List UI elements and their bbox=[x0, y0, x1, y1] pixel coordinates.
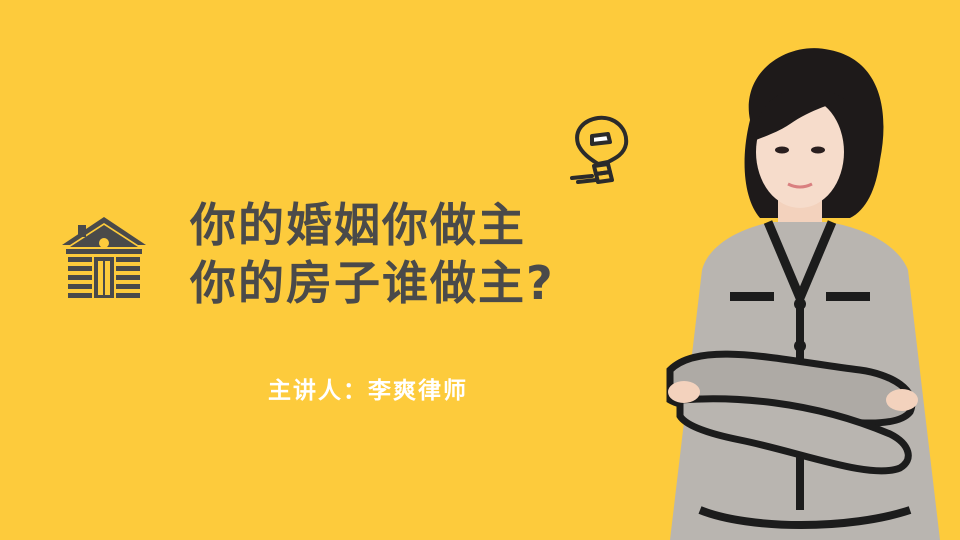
light-bulb-icon bbox=[562, 110, 636, 188]
presenter-photo bbox=[640, 40, 960, 540]
title-line-1: 你的婚姻你做主 bbox=[190, 198, 526, 252]
house-icon bbox=[58, 211, 150, 303]
title-block: 你的婚姻你做主 你的房子谁做主? bbox=[190, 196, 650, 312]
title-line-2: 你的房子谁做主? bbox=[190, 256, 555, 310]
speaker-label: 主讲人：李爽律师 bbox=[268, 378, 468, 404]
